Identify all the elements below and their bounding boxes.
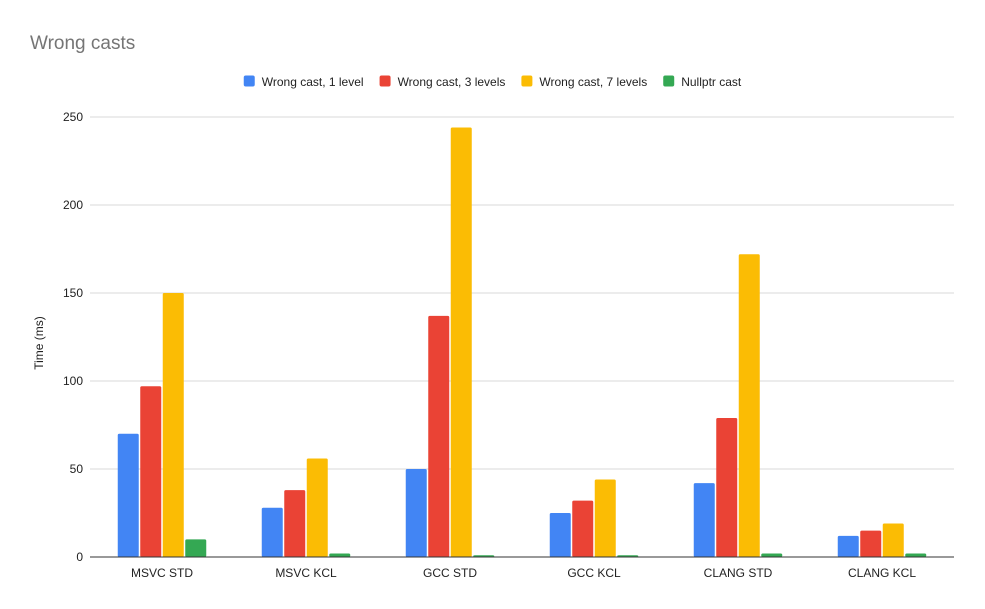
bar-msvc-kcl-series-1	[261, 507, 283, 557]
bar-gcc-kcl-series-2	[572, 500, 594, 557]
y-tick-label: 150	[63, 286, 83, 300]
bar-clang-kcl-series-2	[860, 530, 882, 557]
bar-clang-std-series-3	[738, 254, 760, 557]
bars	[117, 127, 927, 557]
bar-msvc-std-series-1	[117, 433, 139, 557]
bar-clang-std-series-1	[693, 483, 715, 557]
legend-item: Wrong cast, 7 levels	[521, 75, 647, 89]
x-tick-label: CLANG KCL	[848, 566, 916, 580]
bar-msvc-kcl-series-3	[306, 458, 328, 557]
gridlines	[90, 116, 954, 470]
legend-item: Wrong cast, 3 levels	[379, 75, 506, 89]
x-axis-ticks: MSVC STD MSVC KCL GCC STD GCC KCL CLANG STD C…	[131, 566, 916, 580]
bar-msvc-std-series-4	[185, 539, 207, 557]
y-axis-label: Time (ms)	[32, 316, 46, 370]
legend-item: Wrong cast, 1 level	[243, 75, 364, 89]
bar-gcc-std-series-3	[450, 127, 472, 557]
x-tick-label: CLANG STD	[704, 566, 773, 580]
legend-label: Wrong cast, 7 levels	[539, 75, 647, 89]
bar-clang-kcl-series-1	[837, 535, 859, 557]
y-axis-ticks: 0 50 100 150 200 250	[63, 110, 83, 564]
legend: Wrong cast, 1 level Wrong cast, 3 levels W…	[243, 75, 742, 89]
bar-clang-std-series-2	[716, 417, 738, 557]
chart-title: Wrong casts	[30, 33, 135, 54]
x-tick-label: MSVC KCL	[275, 566, 337, 580]
bar-msvc-std-series-2	[140, 386, 162, 557]
x-tick-label: GCC STD	[423, 566, 477, 580]
bar-gcc-std-series-2	[428, 315, 450, 557]
x-tick-label: GCC KCL	[567, 566, 621, 580]
bar-msvc-kcl-series-2	[284, 490, 306, 557]
bar-clang-std-series-4	[761, 553, 783, 557]
bar-clang-kcl-series-4	[905, 553, 927, 557]
y-tick-label: 0	[76, 550, 83, 564]
y-tick-label: 250	[63, 110, 83, 124]
x-tick-label: MSVC STD	[131, 566, 193, 580]
bar-msvc-std-series-3	[162, 293, 184, 557]
legend-item: Nullptr cast	[663, 75, 742, 89]
bar-gcc-std-series-1	[405, 469, 427, 557]
y-tick-label: 100	[63, 374, 83, 388]
bar-clang-kcl-series-3	[882, 523, 904, 557]
legend-swatch	[379, 75, 391, 87]
legend-label: Wrong cast, 1 level	[262, 75, 364, 89]
bar-msvc-kcl-series-4	[329, 553, 351, 557]
bar-gcc-kcl-series-1	[549, 513, 571, 557]
legend-label: Wrong cast, 3 levels	[398, 75, 506, 89]
legend-swatch	[243, 75, 255, 87]
y-tick-label: 200	[63, 198, 83, 212]
legend-swatch	[521, 75, 533, 87]
legend-swatch	[663, 75, 675, 87]
legend-label: Nullptr cast	[681, 75, 742, 89]
y-tick-label: 50	[70, 462, 84, 476]
bar-gcc-kcl-series-3	[594, 479, 616, 557]
